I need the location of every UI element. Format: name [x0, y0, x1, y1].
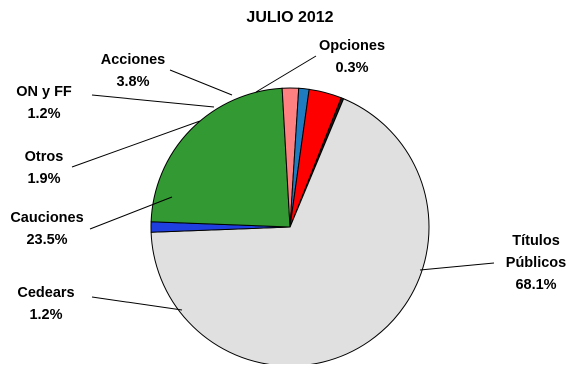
slice-label: Títulos Públicos 68.1%: [506, 233, 566, 293]
leader-line: [71, 120, 201, 168]
leader-line: [419, 262, 495, 271]
pie-slice-acciones: [289, 88, 342, 228]
pie-slice-cauciones: [150, 87, 291, 228]
slice-label: Cauciones 23.5%: [10, 210, 83, 248]
slice-label: ON y FF 1.2%: [16, 84, 72, 122]
leader-line: [91, 296, 183, 311]
leader-line: [255, 55, 317, 93]
slice-label: Acciones 3.8%: [101, 52, 165, 90]
slice-label: Opciones 0.3%: [319, 38, 385, 76]
chart-title: JULIO 2012: [246, 9, 333, 26]
slice-label: Cedears 1.2%: [17, 285, 74, 323]
leader-line: [169, 69, 233, 96]
slice-label: Otros 1.9%: [25, 149, 64, 187]
leader-line: [91, 94, 215, 108]
pie-slice-t-tulos-p-blicos: [150, 98, 430, 367]
leader-line: [89, 196, 173, 230]
